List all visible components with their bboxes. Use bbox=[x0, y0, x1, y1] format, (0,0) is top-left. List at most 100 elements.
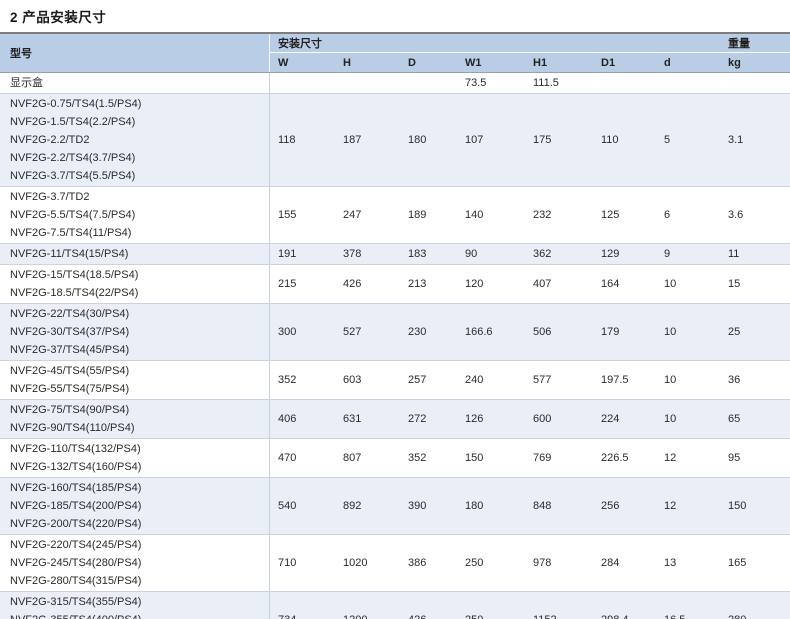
dimension-value: 13 bbox=[664, 557, 677, 569]
dimension-value bbox=[400, 73, 457, 93]
model-name: NVF2G-7.5/TS4(11/PS4) bbox=[10, 227, 132, 239]
model-cell: NVF2G-110/TS4(132/PS4) NVF2G-132/TS4(160/… bbox=[0, 439, 270, 477]
model-name: NVF2G-1.5/TS4(2.2/PS4) bbox=[10, 116, 136, 128]
dimension-value: 165 bbox=[728, 557, 747, 569]
dimension-value: 12 bbox=[664, 452, 677, 464]
model-cell: NVF2G-3.7/TD2 NVF2G-5.5/TS4(7.5/PS4) NVF2G… bbox=[0, 187, 270, 243]
header-model: 型号 bbox=[0, 34, 270, 72]
model-name: NVF2G-355/TS4(400/PS4) bbox=[10, 611, 265, 619]
table-row: NVF2G-0.75/TS4(1.5/PS4) NVF2G-1.5/TS4(2.2… bbox=[0, 94, 790, 187]
model-name: NVF2G-2.2/TS4(3.7/PS4) bbox=[10, 152, 136, 164]
dimension-value: 191 bbox=[278, 248, 297, 260]
dimension-value bbox=[593, 73, 656, 93]
dimension-value: 129 bbox=[601, 248, 620, 260]
dimension-value: 352 bbox=[278, 374, 297, 386]
dimension-value: 10 bbox=[664, 326, 677, 338]
model-cell: NVF2G-160/TS4(185/PS4) NVF2G-185/TS4(200/… bbox=[0, 478, 270, 534]
model-name: NVF2G-45/TS4(55/PS4) bbox=[10, 365, 130, 377]
dimension-value: 603 bbox=[343, 374, 362, 386]
dimension-value: 631 bbox=[343, 413, 362, 425]
dimension-value: 180 bbox=[408, 134, 427, 146]
table-body: 显示盒 73.5 111.5 NVF2G-0.75/TS4(1.5/PS4) NVF2G… bbox=[0, 73, 790, 619]
header-col-dhole: d bbox=[664, 56, 671, 69]
dimension-value bbox=[270, 73, 335, 93]
model-name: NVF2G-5.5/TS4(7.5/PS4) bbox=[10, 209, 136, 221]
dimension-value: 256 bbox=[601, 500, 620, 512]
dimension-value: 390 bbox=[408, 500, 427, 512]
model-name: NVF2G-0.75/TS4(1.5/PS4) bbox=[10, 98, 142, 110]
table-row: NVF2G-45/TS4(55/PS4) NVF2G-55/TS4(75/PS4)… bbox=[0, 361, 790, 400]
dimension-value: 95 bbox=[728, 452, 741, 464]
dimensions-table: 型号 安装尺寸 重量 W H D W1 H1 D1 d kg 显示盒 73.5 11… bbox=[0, 32, 790, 619]
model-name: NVF2G-245/TS4(280/PS4) bbox=[10, 557, 142, 569]
dimension-value: 120 bbox=[465, 278, 484, 290]
header-col-w: W bbox=[278, 56, 289, 69]
dimension-value: 10 bbox=[664, 278, 677, 290]
dimension-value: 257 bbox=[408, 374, 427, 386]
dimension-value: 300 bbox=[278, 326, 297, 338]
dimension-value bbox=[335, 73, 400, 93]
dimension-value: 3.1 bbox=[728, 134, 744, 146]
table-row: NVF2G-75/TS4(90/PS4) NVF2G-90/TS4(110/PS4… bbox=[0, 400, 790, 439]
dimension-value: 183 bbox=[408, 248, 427, 260]
header-col-d1: D1 bbox=[601, 56, 616, 69]
table-row: NVF2G-22/TS4(30/PS4) NVF2G-30/TS4(37/PS4)… bbox=[0, 304, 790, 361]
dimension-value: 150 bbox=[728, 500, 747, 512]
dimension-value: 111.5 bbox=[533, 77, 559, 89]
dimension-value: 247 bbox=[343, 209, 362, 221]
dimension-value: 36 bbox=[728, 374, 741, 386]
dimension-value: 284 bbox=[601, 557, 620, 569]
header-weight-group: 重量 bbox=[720, 34, 790, 53]
dimension-value: 10 bbox=[664, 413, 677, 425]
dimension-value: 140 bbox=[465, 209, 484, 221]
dimension-value: 166.6 bbox=[465, 326, 493, 338]
model-name: NVF2G-185/TS4(200/PS4) bbox=[10, 500, 142, 512]
dimension-value: 187 bbox=[343, 134, 362, 146]
dimension-value: 807 bbox=[343, 452, 362, 464]
dimension-value: 215 bbox=[278, 278, 297, 290]
dimension-value: 232 bbox=[533, 209, 552, 221]
dimension-value: 25 bbox=[728, 326, 741, 338]
header-col-h1: H1 bbox=[533, 56, 548, 69]
table-header: 型号 安装尺寸 重量 W H D W1 H1 D1 d kg bbox=[0, 32, 790, 73]
model-cell: NVF2G-45/TS4(55/PS4) NVF2G-55/TS4(75/PS4) bbox=[0, 361, 270, 399]
dimension-value: 298.4 bbox=[593, 592, 656, 619]
table-row: NVF2G-3.7/TD2 NVF2G-5.5/TS4(7.5/PS4) NVF2G… bbox=[0, 187, 790, 244]
header-col-d: D bbox=[408, 56, 416, 69]
dimension-value: 769 bbox=[533, 452, 552, 464]
model-name: NVF2G-75/TS4(90/PS4) bbox=[10, 404, 130, 416]
dimension-value: 179 bbox=[601, 326, 620, 338]
model-name: NVF2G-110/TS4(132/PS4) bbox=[10, 443, 141, 455]
dimension-value: 16.5 bbox=[656, 592, 720, 619]
dimension-value: 978 bbox=[533, 557, 552, 569]
dimension-value: 126 bbox=[465, 413, 484, 425]
dimension-value: 250 bbox=[465, 557, 484, 569]
dimension-value: 527 bbox=[343, 326, 362, 338]
model-name: NVF2G-55/TS4(75/PS4) bbox=[10, 383, 130, 395]
dimension-value: 5 bbox=[664, 134, 671, 146]
dimension-value: 230 bbox=[408, 326, 427, 338]
dimension-value: 11 bbox=[728, 248, 740, 260]
model-cell: NVF2G-15/TS4(18.5/PS4) NVF2G-18.5/TS4(22/… bbox=[0, 265, 270, 303]
model-cell: NVF2G-75/TS4(90/PS4) NVF2G-90/TS4(110/PS4… bbox=[0, 400, 270, 438]
dimension-value: 90 bbox=[465, 248, 478, 260]
dimension-value: 73.5 bbox=[465, 77, 487, 89]
dimension-value: 1152 bbox=[525, 592, 593, 619]
dimension-value: 110 bbox=[601, 134, 619, 146]
model-name: NVF2G-3.7/TD2 bbox=[10, 191, 90, 203]
dimension-value: 1020 bbox=[343, 557, 368, 569]
model-cell: NVF2G-11/TS4(15/PS4) bbox=[0, 244, 270, 264]
model-name: NVF2G-18.5/TS4(22/PS4) bbox=[10, 287, 139, 299]
model-name: NVF2G-3.7/TS4(5.5/PS4) bbox=[10, 170, 136, 182]
table-row: NVF2G-110/TS4(132/PS4) NVF2G-132/TS4(160/… bbox=[0, 439, 790, 478]
model-name: NVF2G-11/TS4(15/PS4) bbox=[10, 248, 129, 260]
header-col-kg: kg bbox=[728, 56, 741, 69]
dimension-value bbox=[656, 73, 720, 93]
dimension-value: 65 bbox=[728, 413, 741, 425]
header-col-h: H bbox=[343, 56, 351, 69]
dimension-value: 506 bbox=[533, 326, 552, 338]
dimension-value: 577 bbox=[533, 374, 552, 386]
dimension-value: 9 bbox=[664, 248, 671, 260]
dimension-value: 180 bbox=[465, 500, 484, 512]
